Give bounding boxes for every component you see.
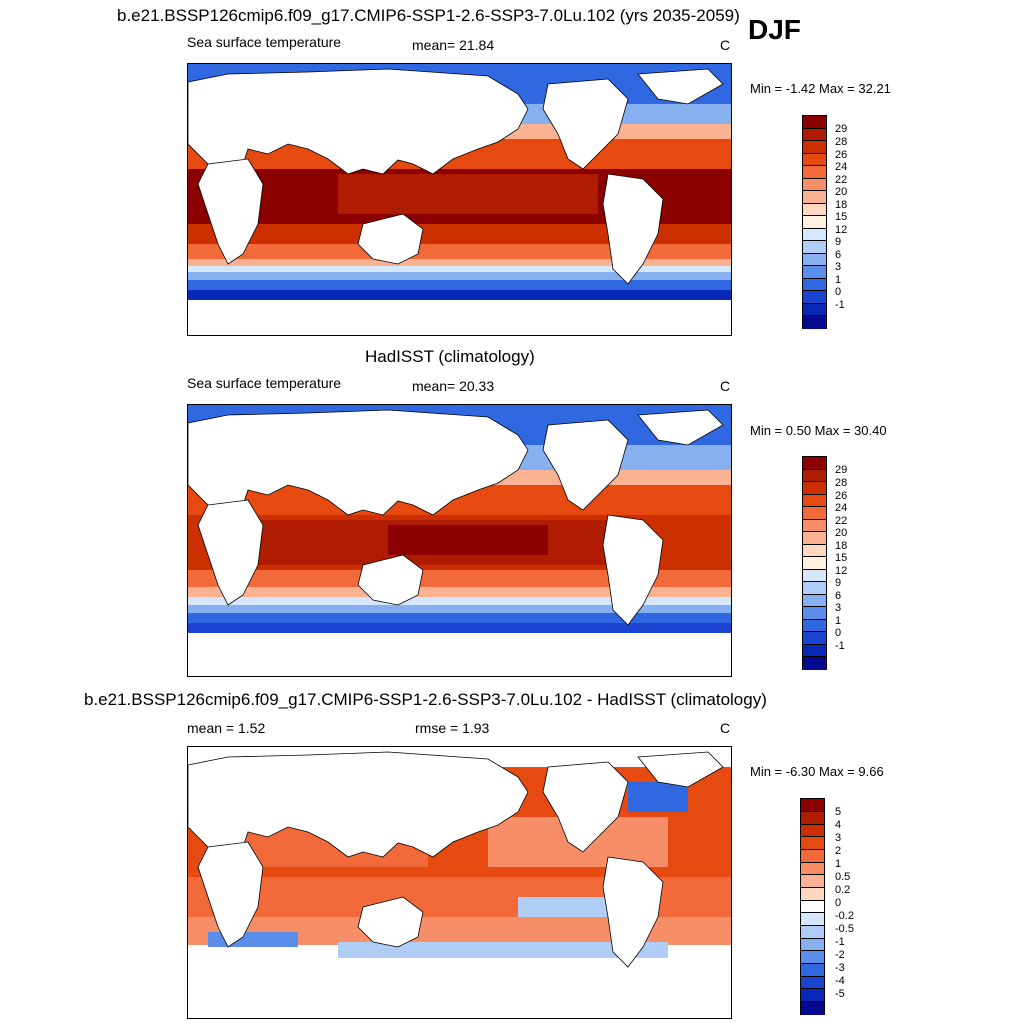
panel2-minmax-label: Min = 0.50 Max = 30.40 bbox=[750, 423, 887, 438]
panel2-field-label: Sea surface temperature bbox=[187, 375, 342, 391]
panel1-map-canvas bbox=[188, 64, 731, 335]
panel3-tick: -0.5 bbox=[835, 923, 854, 935]
panel1-tick: 18 bbox=[835, 199, 848, 211]
panel1-colorbar bbox=[802, 115, 827, 329]
panel2-tick: 18 bbox=[835, 540, 848, 552]
panel1-tick: 1 bbox=[835, 274, 842, 286]
panel1-tick: 28 bbox=[835, 136, 848, 148]
panel2-tick: 22 bbox=[835, 515, 848, 527]
panel1-map bbox=[187, 63, 732, 336]
panel2-tick: 0 bbox=[835, 627, 842, 639]
panel3-mean-label: mean = 1.52 bbox=[187, 720, 266, 736]
panel1-tick: 22 bbox=[835, 174, 848, 186]
panel3-tick: -5 bbox=[835, 988, 845, 1000]
panel2-tick: 26 bbox=[835, 490, 848, 502]
panel2-tick: 9 bbox=[835, 577, 842, 589]
panel3-tick: -0.2 bbox=[835, 910, 854, 922]
panel1-tick: 29 bbox=[835, 123, 848, 135]
panel1-units-label: C bbox=[720, 37, 731, 53]
panel2-tick: 20 bbox=[835, 527, 848, 539]
panel1-tick: 15 bbox=[835, 211, 848, 223]
panel3-tick: -4 bbox=[835, 975, 845, 987]
panel1-tick: 3 bbox=[835, 261, 842, 273]
panel3-map bbox=[187, 746, 732, 1019]
panel3-tick: 0 bbox=[835, 897, 842, 909]
panel2-units-label: C bbox=[720, 378, 731, 394]
panel2-map-canvas bbox=[188, 405, 731, 676]
panel3-tick: -2 bbox=[835, 949, 845, 961]
panel3-tick: 5 bbox=[835, 806, 842, 818]
panel1-tick: 9 bbox=[835, 236, 842, 248]
panel2-tick: 24 bbox=[835, 502, 848, 514]
panel1-tick: 24 bbox=[835, 161, 848, 173]
panel3-tick: 4 bbox=[835, 819, 842, 831]
panel3-title: b.e21.BSSP126cmip6.f09_g17.CMIP6-SSP1-2.… bbox=[84, 690, 767, 709]
panel3-units-label: C bbox=[720, 720, 731, 736]
panel3-tick: 0.2 bbox=[835, 884, 851, 896]
panel1-title: b.e21.BSSP126cmip6.f09_g17.CMIP6-SSP1-2.… bbox=[117, 6, 740, 25]
panel2-tick: 1 bbox=[835, 615, 842, 627]
panel2-tick: 28 bbox=[835, 477, 848, 489]
panel2-tick: 29 bbox=[835, 464, 848, 476]
panel2-mean-label: mean= 20.33 bbox=[412, 378, 495, 394]
panel3-map-canvas bbox=[188, 747, 731, 1018]
panel2-tick: -1 bbox=[835, 640, 845, 652]
panel1-minmax-label: Min = -1.42 Max = 32.21 bbox=[750, 81, 891, 96]
panel3-tick: -3 bbox=[835, 962, 845, 974]
panel2-title: HadISST (climatology) bbox=[365, 347, 535, 366]
season-label: DJF bbox=[748, 14, 801, 45]
panel3-tick: 2 bbox=[835, 845, 842, 857]
panel2-colorbar bbox=[802, 456, 827, 670]
panel2-tick: 15 bbox=[835, 552, 848, 564]
panel3-rmse-label: rmse = 1.93 bbox=[415, 720, 490, 736]
panel2-tick: 3 bbox=[835, 602, 842, 614]
panel3-tick: 0.5 bbox=[835, 871, 851, 883]
panel1-tick: -1 bbox=[835, 299, 845, 311]
panel1-tick: 6 bbox=[835, 249, 842, 261]
panel1-field-label: Sea surface temperature bbox=[187, 34, 342, 50]
panel3-tick: 3 bbox=[835, 832, 842, 844]
panel1-tick: 0 bbox=[835, 286, 842, 298]
panel3-tick: 1 bbox=[835, 858, 842, 870]
panel2-tick: 6 bbox=[835, 590, 842, 602]
panel3-minmax-label: Min = -6.30 Max = 9.66 bbox=[750, 764, 884, 779]
panel2-map bbox=[187, 404, 732, 677]
panel1-tick: 26 bbox=[835, 149, 848, 161]
panel1-mean-label: mean= 21.84 bbox=[412, 37, 495, 53]
panel1-tick: 20 bbox=[835, 186, 848, 198]
panel3-tick: -1 bbox=[835, 936, 845, 948]
panel2-tick: 12 bbox=[835, 565, 848, 577]
panel3-colorbar bbox=[800, 798, 825, 1015]
panel1-tick: 12 bbox=[835, 224, 848, 236]
